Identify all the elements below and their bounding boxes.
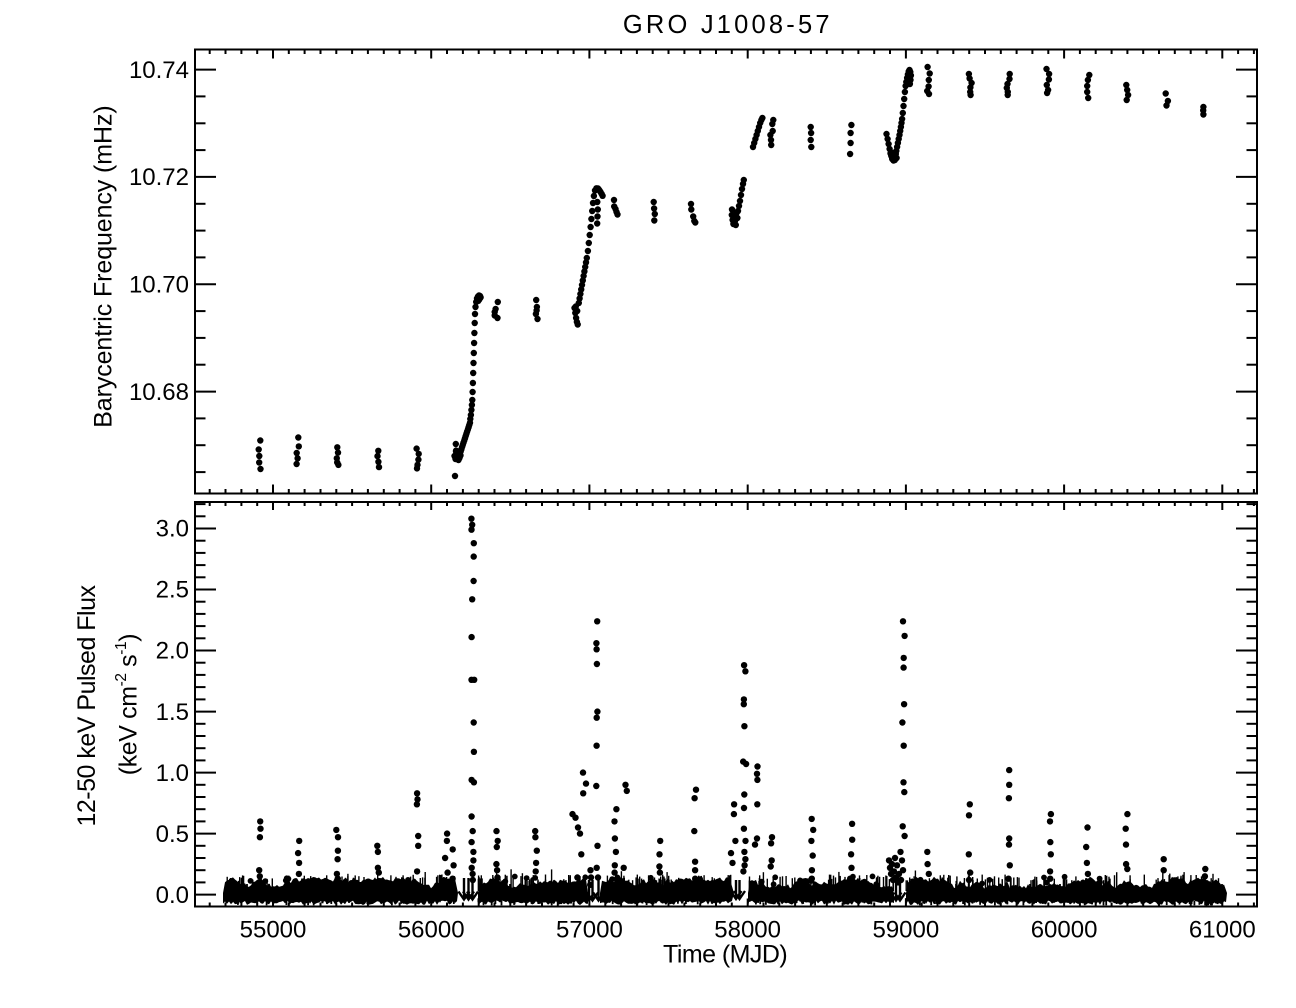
svg-text:59000: 59000	[872, 917, 939, 944]
svg-text:58000: 58000	[714, 917, 781, 944]
svg-text:61000: 61000	[1189, 917, 1256, 944]
svg-text:10.72: 10.72	[129, 164, 189, 191]
svg-text:57000: 57000	[556, 917, 623, 944]
svg-text:12-50 keV Pulsed Flux: 12-50 keV Pulsed Flux	[73, 584, 101, 826]
svg-text:56000: 56000	[398, 917, 465, 944]
svg-text:GRO J1008-57: GRO J1008-57	[623, 11, 833, 39]
svg-text:Barycentric Frequency (mHz): Barycentric Frequency (mHz)	[90, 105, 118, 427]
svg-text:10.70: 10.70	[129, 271, 189, 298]
svg-text:1.5: 1.5	[156, 699, 189, 726]
svg-text:0.0: 0.0	[156, 882, 189, 909]
svg-text:3.0: 3.0	[156, 516, 189, 543]
svg-text:2.0: 2.0	[156, 638, 189, 665]
svg-text:1.0: 1.0	[156, 760, 189, 787]
svg-text:60000: 60000	[1031, 917, 1098, 944]
svg-text:(keV cm-2 s-1): (keV cm-2 s-1)	[113, 634, 143, 775]
svg-text:55000: 55000	[240, 917, 307, 944]
svg-text:0.5: 0.5	[156, 821, 189, 848]
svg-text:10.74: 10.74	[129, 57, 189, 84]
svg-text:2.5: 2.5	[156, 577, 189, 604]
svg-text:Time (MJD): Time (MJD)	[663, 941, 787, 969]
svg-text:10.68: 10.68	[129, 379, 189, 406]
